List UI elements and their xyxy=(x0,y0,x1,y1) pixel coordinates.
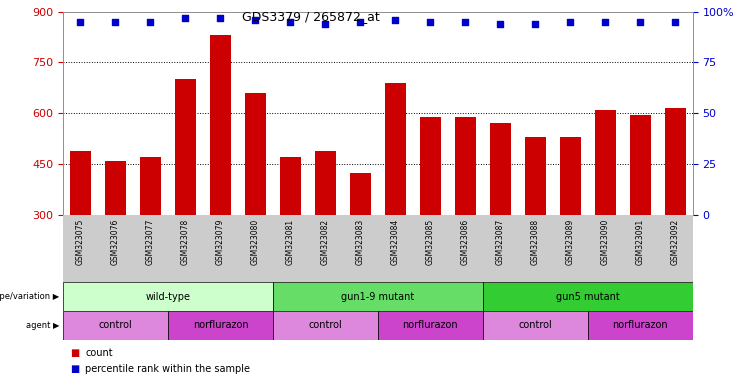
Bar xyxy=(483,282,693,311)
Text: percentile rank within the sample: percentile rank within the sample xyxy=(85,364,250,374)
Text: count: count xyxy=(85,348,113,358)
Text: GSM323092: GSM323092 xyxy=(671,218,679,265)
Bar xyxy=(665,108,686,317)
Bar xyxy=(175,79,196,317)
Bar xyxy=(168,311,273,340)
Text: gun1-9 mutant: gun1-9 mutant xyxy=(342,291,414,302)
Text: norflurazon: norflurazon xyxy=(402,320,458,331)
Point xyxy=(250,17,262,23)
Text: control: control xyxy=(519,320,552,331)
Text: gun5 mutant: gun5 mutant xyxy=(556,291,619,302)
Text: GSM323076: GSM323076 xyxy=(111,218,120,265)
Point xyxy=(565,18,576,25)
Text: genotype/variation ▶: genotype/variation ▶ xyxy=(0,292,59,301)
Text: agent ▶: agent ▶ xyxy=(26,321,59,330)
Bar xyxy=(273,311,378,340)
Point xyxy=(494,21,506,27)
Point xyxy=(354,18,366,25)
Bar xyxy=(315,151,336,317)
Text: GSM323082: GSM323082 xyxy=(321,218,330,265)
Bar xyxy=(280,157,301,317)
Bar xyxy=(525,137,546,317)
Bar xyxy=(560,137,581,317)
Point xyxy=(110,18,122,25)
Text: wild-type: wild-type xyxy=(145,291,190,302)
Text: control: control xyxy=(99,320,133,331)
Text: GSM323090: GSM323090 xyxy=(601,218,610,265)
Text: GSM323079: GSM323079 xyxy=(216,218,225,265)
Bar xyxy=(70,151,91,317)
Text: GSM323078: GSM323078 xyxy=(181,218,190,265)
Text: ■: ■ xyxy=(70,364,79,374)
Point xyxy=(285,18,296,25)
Bar xyxy=(385,83,406,317)
Point xyxy=(144,18,156,25)
Bar xyxy=(140,157,161,317)
Text: norflurazon: norflurazon xyxy=(193,320,248,331)
Bar xyxy=(378,311,483,340)
Text: GDS3379 / 265872_at: GDS3379 / 265872_at xyxy=(242,10,380,23)
Point xyxy=(425,18,436,25)
Point xyxy=(75,18,87,25)
Bar xyxy=(490,123,511,317)
Text: GSM323084: GSM323084 xyxy=(391,218,400,265)
Bar xyxy=(595,110,616,317)
Point xyxy=(319,21,331,27)
Text: GSM323089: GSM323089 xyxy=(566,218,575,265)
Text: ■: ■ xyxy=(70,348,79,358)
Point xyxy=(215,15,227,21)
Point xyxy=(390,17,402,23)
Bar xyxy=(245,93,266,317)
Bar xyxy=(63,282,273,311)
Bar xyxy=(63,311,168,340)
Text: GSM323091: GSM323091 xyxy=(636,218,645,265)
Text: GSM323086: GSM323086 xyxy=(461,218,470,265)
Text: GSM323077: GSM323077 xyxy=(146,218,155,265)
Text: GSM323080: GSM323080 xyxy=(251,218,260,265)
Text: GSM323075: GSM323075 xyxy=(76,218,85,265)
Point xyxy=(634,18,646,25)
Bar xyxy=(105,161,126,317)
Text: control: control xyxy=(308,320,342,331)
Bar xyxy=(588,311,693,340)
Text: GSM323081: GSM323081 xyxy=(286,218,295,265)
Bar xyxy=(630,115,651,317)
Point xyxy=(529,21,541,27)
Text: GSM323085: GSM323085 xyxy=(426,218,435,265)
Bar xyxy=(273,282,483,311)
Point xyxy=(599,18,611,25)
Bar xyxy=(483,311,588,340)
Text: norflurazon: norflurazon xyxy=(613,320,668,331)
Point xyxy=(459,18,471,25)
Bar xyxy=(210,35,231,317)
Bar xyxy=(455,117,476,317)
Point xyxy=(669,18,681,25)
Bar xyxy=(420,117,441,317)
Text: GSM323088: GSM323088 xyxy=(531,218,540,265)
Text: GSM323083: GSM323083 xyxy=(356,218,365,265)
Point xyxy=(179,15,191,21)
Text: GSM323087: GSM323087 xyxy=(496,218,505,265)
Bar xyxy=(350,173,371,317)
